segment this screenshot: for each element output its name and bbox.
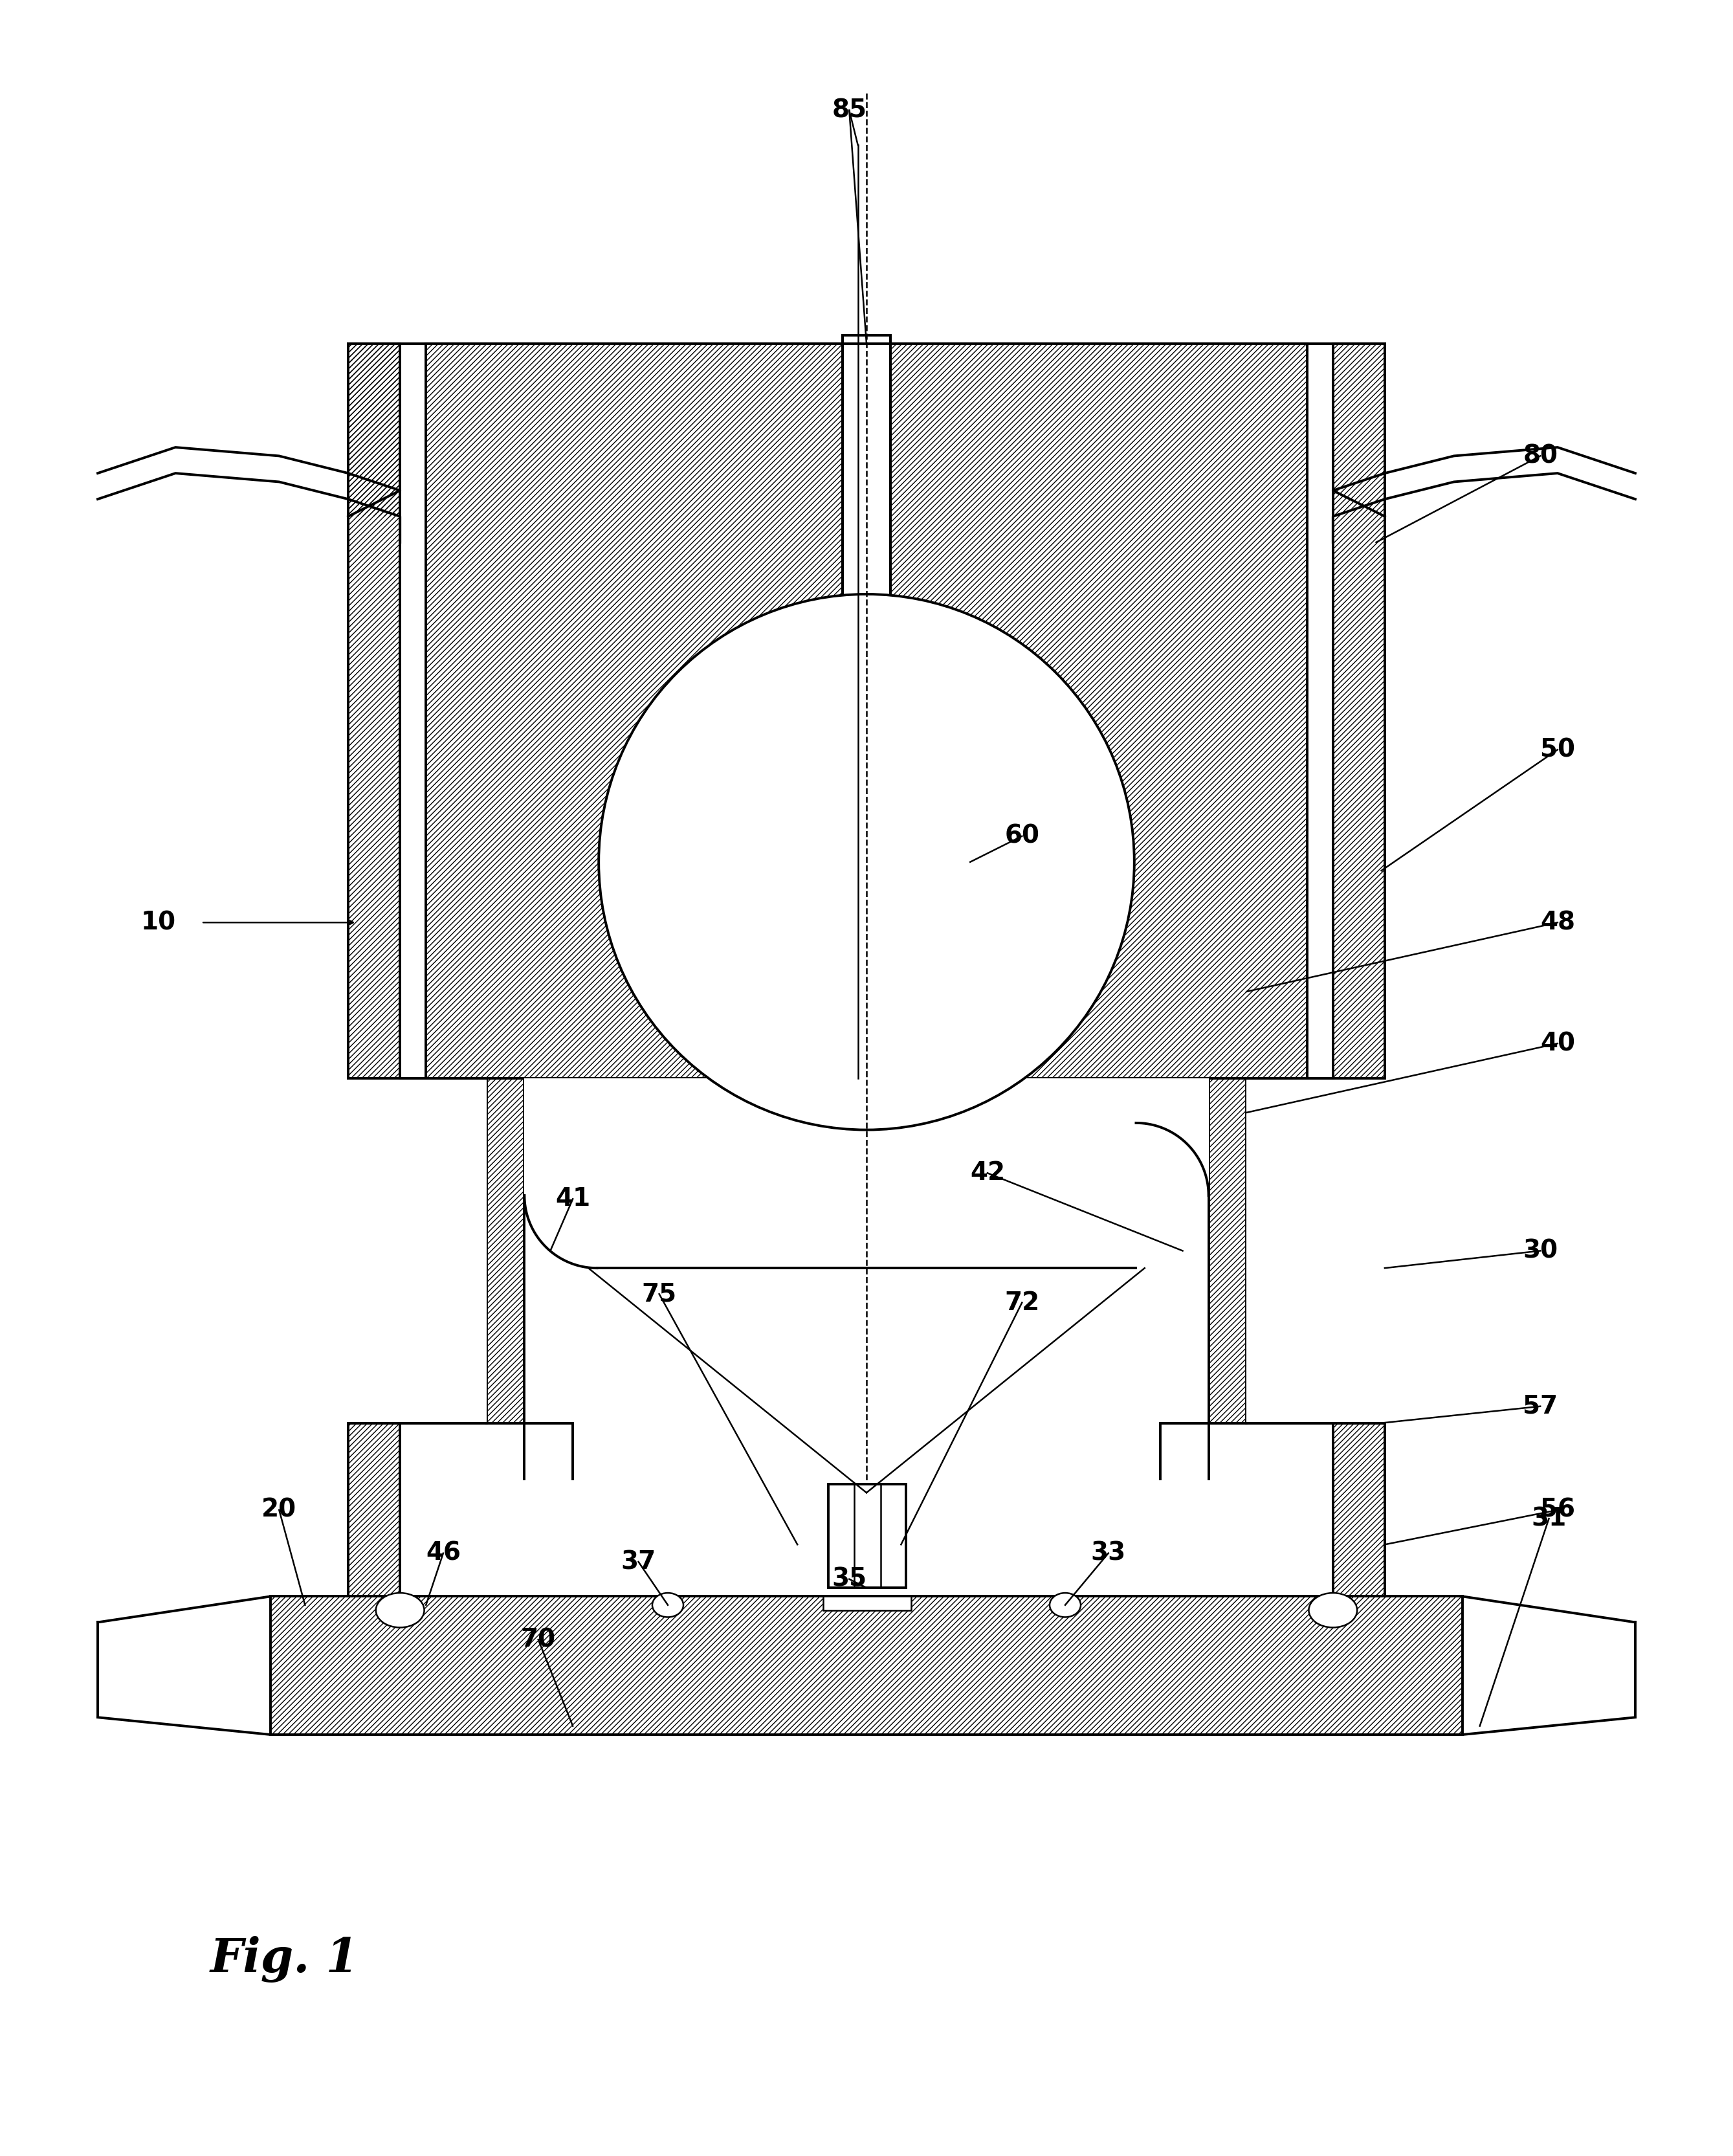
- Text: 60: 60: [1005, 824, 1040, 847]
- Ellipse shape: [652, 1593, 683, 1617]
- Ellipse shape: [1308, 1593, 1357, 1628]
- Bar: [1208, 1078, 1246, 1423]
- Bar: [1333, 1423, 1385, 1595]
- Bar: [348, 343, 400, 517]
- Bar: [487, 1078, 525, 1423]
- Bar: [400, 1078, 487, 1423]
- Bar: [270, 1595, 1463, 1736]
- Bar: [348, 1423, 400, 1595]
- Text: 10: 10: [140, 910, 175, 936]
- Text: 42: 42: [970, 1160, 1005, 1186]
- Bar: [270, 1595, 1463, 1736]
- Text: 85: 85: [832, 97, 866, 123]
- Text: 56: 56: [1541, 1498, 1575, 1522]
- Ellipse shape: [1050, 1593, 1081, 1617]
- Text: 70: 70: [520, 1628, 556, 1651]
- Text: 37: 37: [620, 1550, 657, 1574]
- Text: 40: 40: [1541, 1031, 1575, 1056]
- Bar: [1246, 1078, 1333, 1423]
- Text: 33: 33: [1090, 1542, 1126, 1565]
- Bar: [1333, 343, 1385, 1078]
- Text: 48: 48: [1541, 910, 1575, 936]
- Bar: [823, 1595, 912, 1611]
- Bar: [348, 343, 400, 1078]
- Text: 50: 50: [1541, 737, 1575, 761]
- Bar: [426, 343, 1307, 1078]
- Bar: [1333, 1423, 1385, 1595]
- Text: 35: 35: [832, 1567, 866, 1591]
- Text: 57: 57: [1523, 1395, 1558, 1419]
- Bar: [348, 343, 400, 1078]
- Bar: [525, 1078, 1208, 1423]
- Text: 75: 75: [641, 1281, 676, 1307]
- Circle shape: [598, 595, 1135, 1130]
- Bar: [348, 1423, 400, 1595]
- Bar: [828, 1483, 906, 1587]
- Text: 72: 72: [1005, 1289, 1040, 1315]
- Bar: [1208, 1078, 1246, 1423]
- Bar: [426, 343, 1307, 1078]
- Bar: [487, 1078, 525, 1423]
- Text: 80: 80: [1523, 444, 1558, 468]
- Bar: [1333, 343, 1385, 1078]
- Text: 30: 30: [1523, 1238, 1558, 1263]
- Bar: [348, 343, 400, 517]
- Text: 20: 20: [262, 1498, 296, 1522]
- Text: 41: 41: [555, 1186, 591, 1212]
- Text: Fig. 1: Fig. 1: [210, 1936, 359, 1984]
- Text: 31: 31: [1532, 1507, 1567, 1531]
- Bar: [842, 334, 891, 1095]
- Text: 46: 46: [426, 1542, 461, 1565]
- Ellipse shape: [376, 1593, 425, 1628]
